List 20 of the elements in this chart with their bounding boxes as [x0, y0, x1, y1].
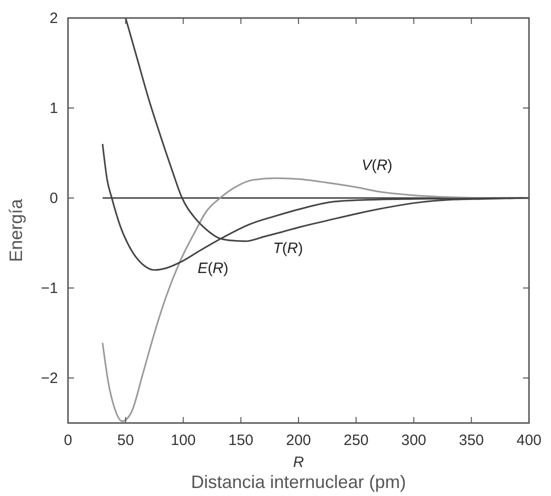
y-tick-label: 1: [50, 100, 58, 117]
y-tick-label: 0: [50, 190, 58, 207]
y-tick-label: −2: [40, 370, 58, 387]
text: Distancia internuclear (pm): [190, 472, 406, 492]
x-tick-label: 300: [401, 432, 426, 449]
y-tick-label: −1: [40, 280, 58, 297]
y-tick-label: 2: [50, 10, 58, 27]
x-tick-label: 100: [170, 432, 196, 449]
series-label: T(R): [272, 240, 304, 257]
series-label: V(R): [362, 157, 392, 174]
x-tick-label: 200: [286, 432, 312, 449]
x-tick-label: 150: [228, 432, 254, 449]
y-axis-title: Energía: [6, 198, 26, 262]
x-tick-label: 250: [344, 432, 369, 449]
x-tick-label: 400: [516, 432, 542, 449]
x-axis-title: R: [293, 454, 304, 471]
x-tick-label: 0: [64, 432, 72, 449]
x-tick-label: 50: [117, 432, 134, 449]
series-label: E(R): [198, 260, 228, 277]
x-tick-label: 350: [458, 432, 484, 449]
